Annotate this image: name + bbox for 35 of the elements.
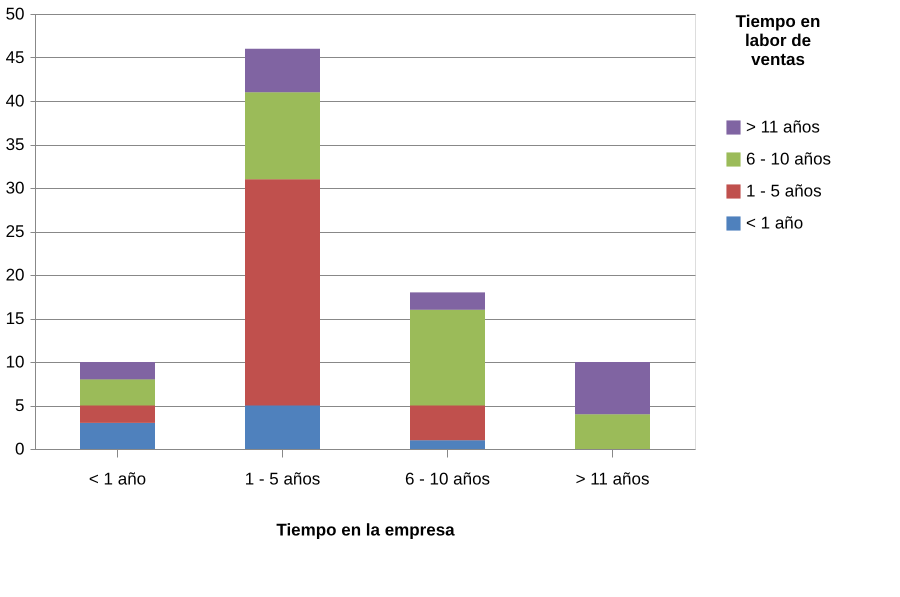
y-tick-label: 35 bbox=[6, 135, 24, 154]
bar bbox=[245, 406, 320, 449]
x-tick-label: 1 - 5 años bbox=[244, 470, 320, 488]
bar bbox=[575, 414, 650, 449]
bar bbox=[410, 440, 485, 449]
bar bbox=[245, 92, 320, 180]
x-axis-title: Tiempo en la empresa bbox=[276, 520, 456, 540]
y-tick-label: 10 bbox=[6, 352, 24, 372]
y-tick-label: 20 bbox=[6, 266, 24, 284]
legend-label: 1 - 5 años bbox=[746, 182, 822, 200]
x-tick-label: > 11 años bbox=[576, 470, 650, 488]
y-tick-label: 40 bbox=[6, 92, 24, 110]
y-tick-label: 30 bbox=[6, 178, 24, 198]
bar bbox=[80, 406, 155, 423]
bar bbox=[80, 379, 155, 406]
bar bbox=[80, 422, 155, 449]
y-tick-label: 5 bbox=[15, 396, 24, 415]
legend-label: > 11 años bbox=[746, 118, 820, 136]
bar bbox=[245, 179, 320, 406]
x-tick-label: < 1 año bbox=[88, 470, 146, 488]
y-tick-label: 50 bbox=[6, 4, 24, 24]
y-tick-label: 25 bbox=[6, 222, 24, 241]
bar bbox=[575, 362, 650, 414]
legend-label: < 1 año bbox=[746, 214, 804, 232]
legend-title: Tiempo en labor de ventas bbox=[736, 12, 820, 69]
x-tick-label: 6 - 10 años bbox=[404, 470, 490, 488]
y-tick-label: 45 bbox=[6, 48, 24, 67]
y-tick-label: 0 bbox=[15, 440, 24, 458]
bar bbox=[410, 310, 485, 406]
bar bbox=[410, 406, 485, 440]
y-tick-label: 15 bbox=[6, 309, 24, 328]
bar bbox=[245, 48, 320, 92]
bar bbox=[80, 362, 155, 380]
legend-label: 6 - 10 años bbox=[746, 150, 832, 168]
bar bbox=[410, 292, 485, 310]
